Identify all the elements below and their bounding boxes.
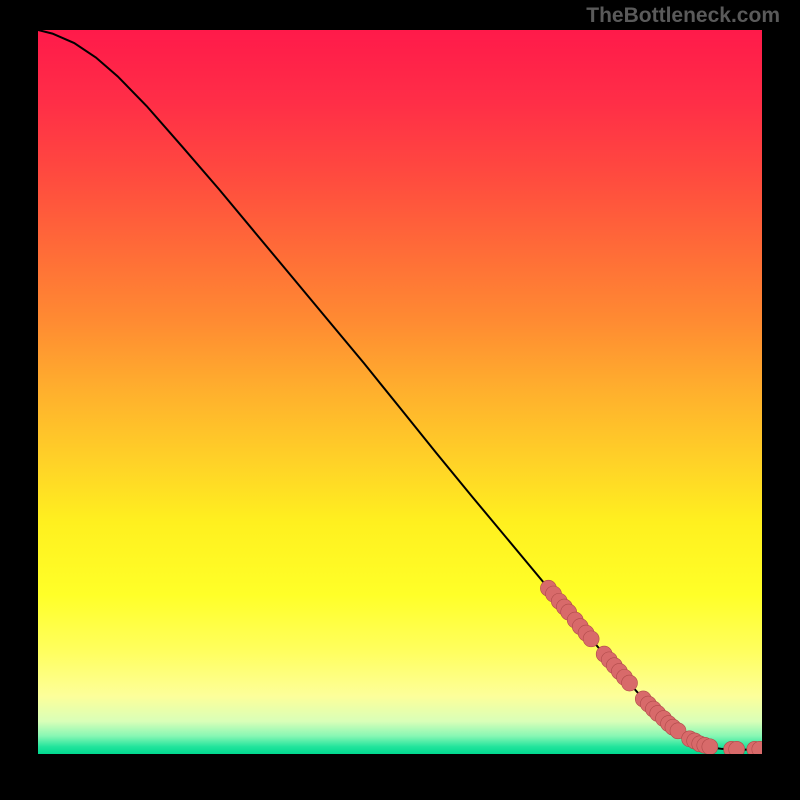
watermark-text: TheBottleneck.com [586,4,780,28]
marker-point [622,675,638,691]
marker-point [729,741,745,754]
marker-point [583,631,599,647]
plot-area [38,30,762,754]
marker-group [540,580,762,754]
marker-point [702,739,718,754]
curve-line [38,30,762,750]
chart-svg [38,30,762,754]
